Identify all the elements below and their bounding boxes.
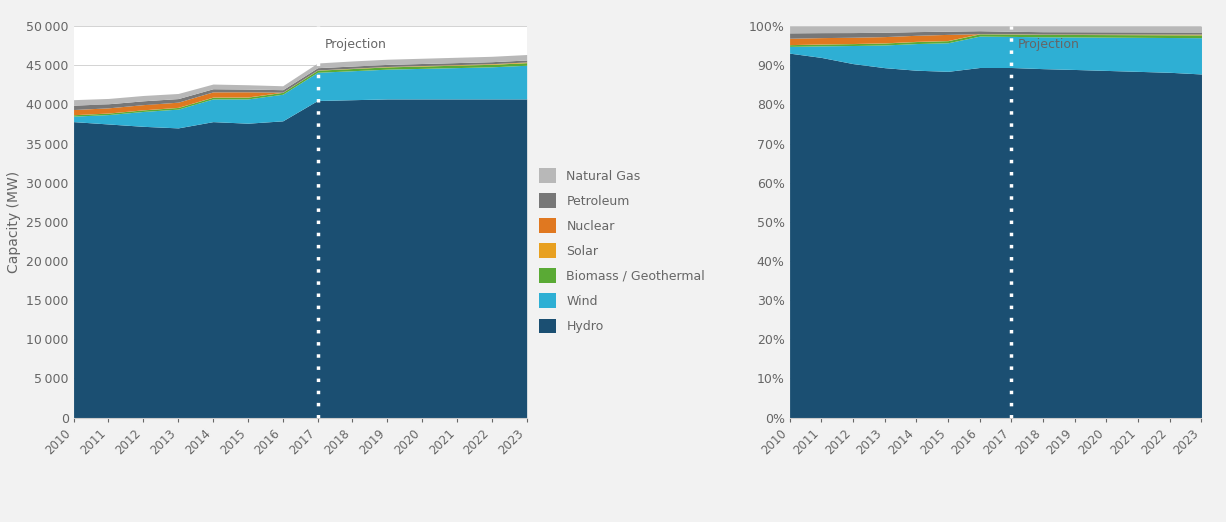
Legend: Natural Gas, Petroleum, Nuclear, Solar, Biomass / Geothermal, Wind, Hydro: Natural Gas, Petroleum, Nuclear, Solar, … bbox=[539, 168, 705, 333]
Y-axis label: Capacity (MW): Capacity (MW) bbox=[6, 171, 21, 273]
Text: Projection: Projection bbox=[1018, 38, 1080, 51]
Text: Projection: Projection bbox=[325, 38, 386, 51]
